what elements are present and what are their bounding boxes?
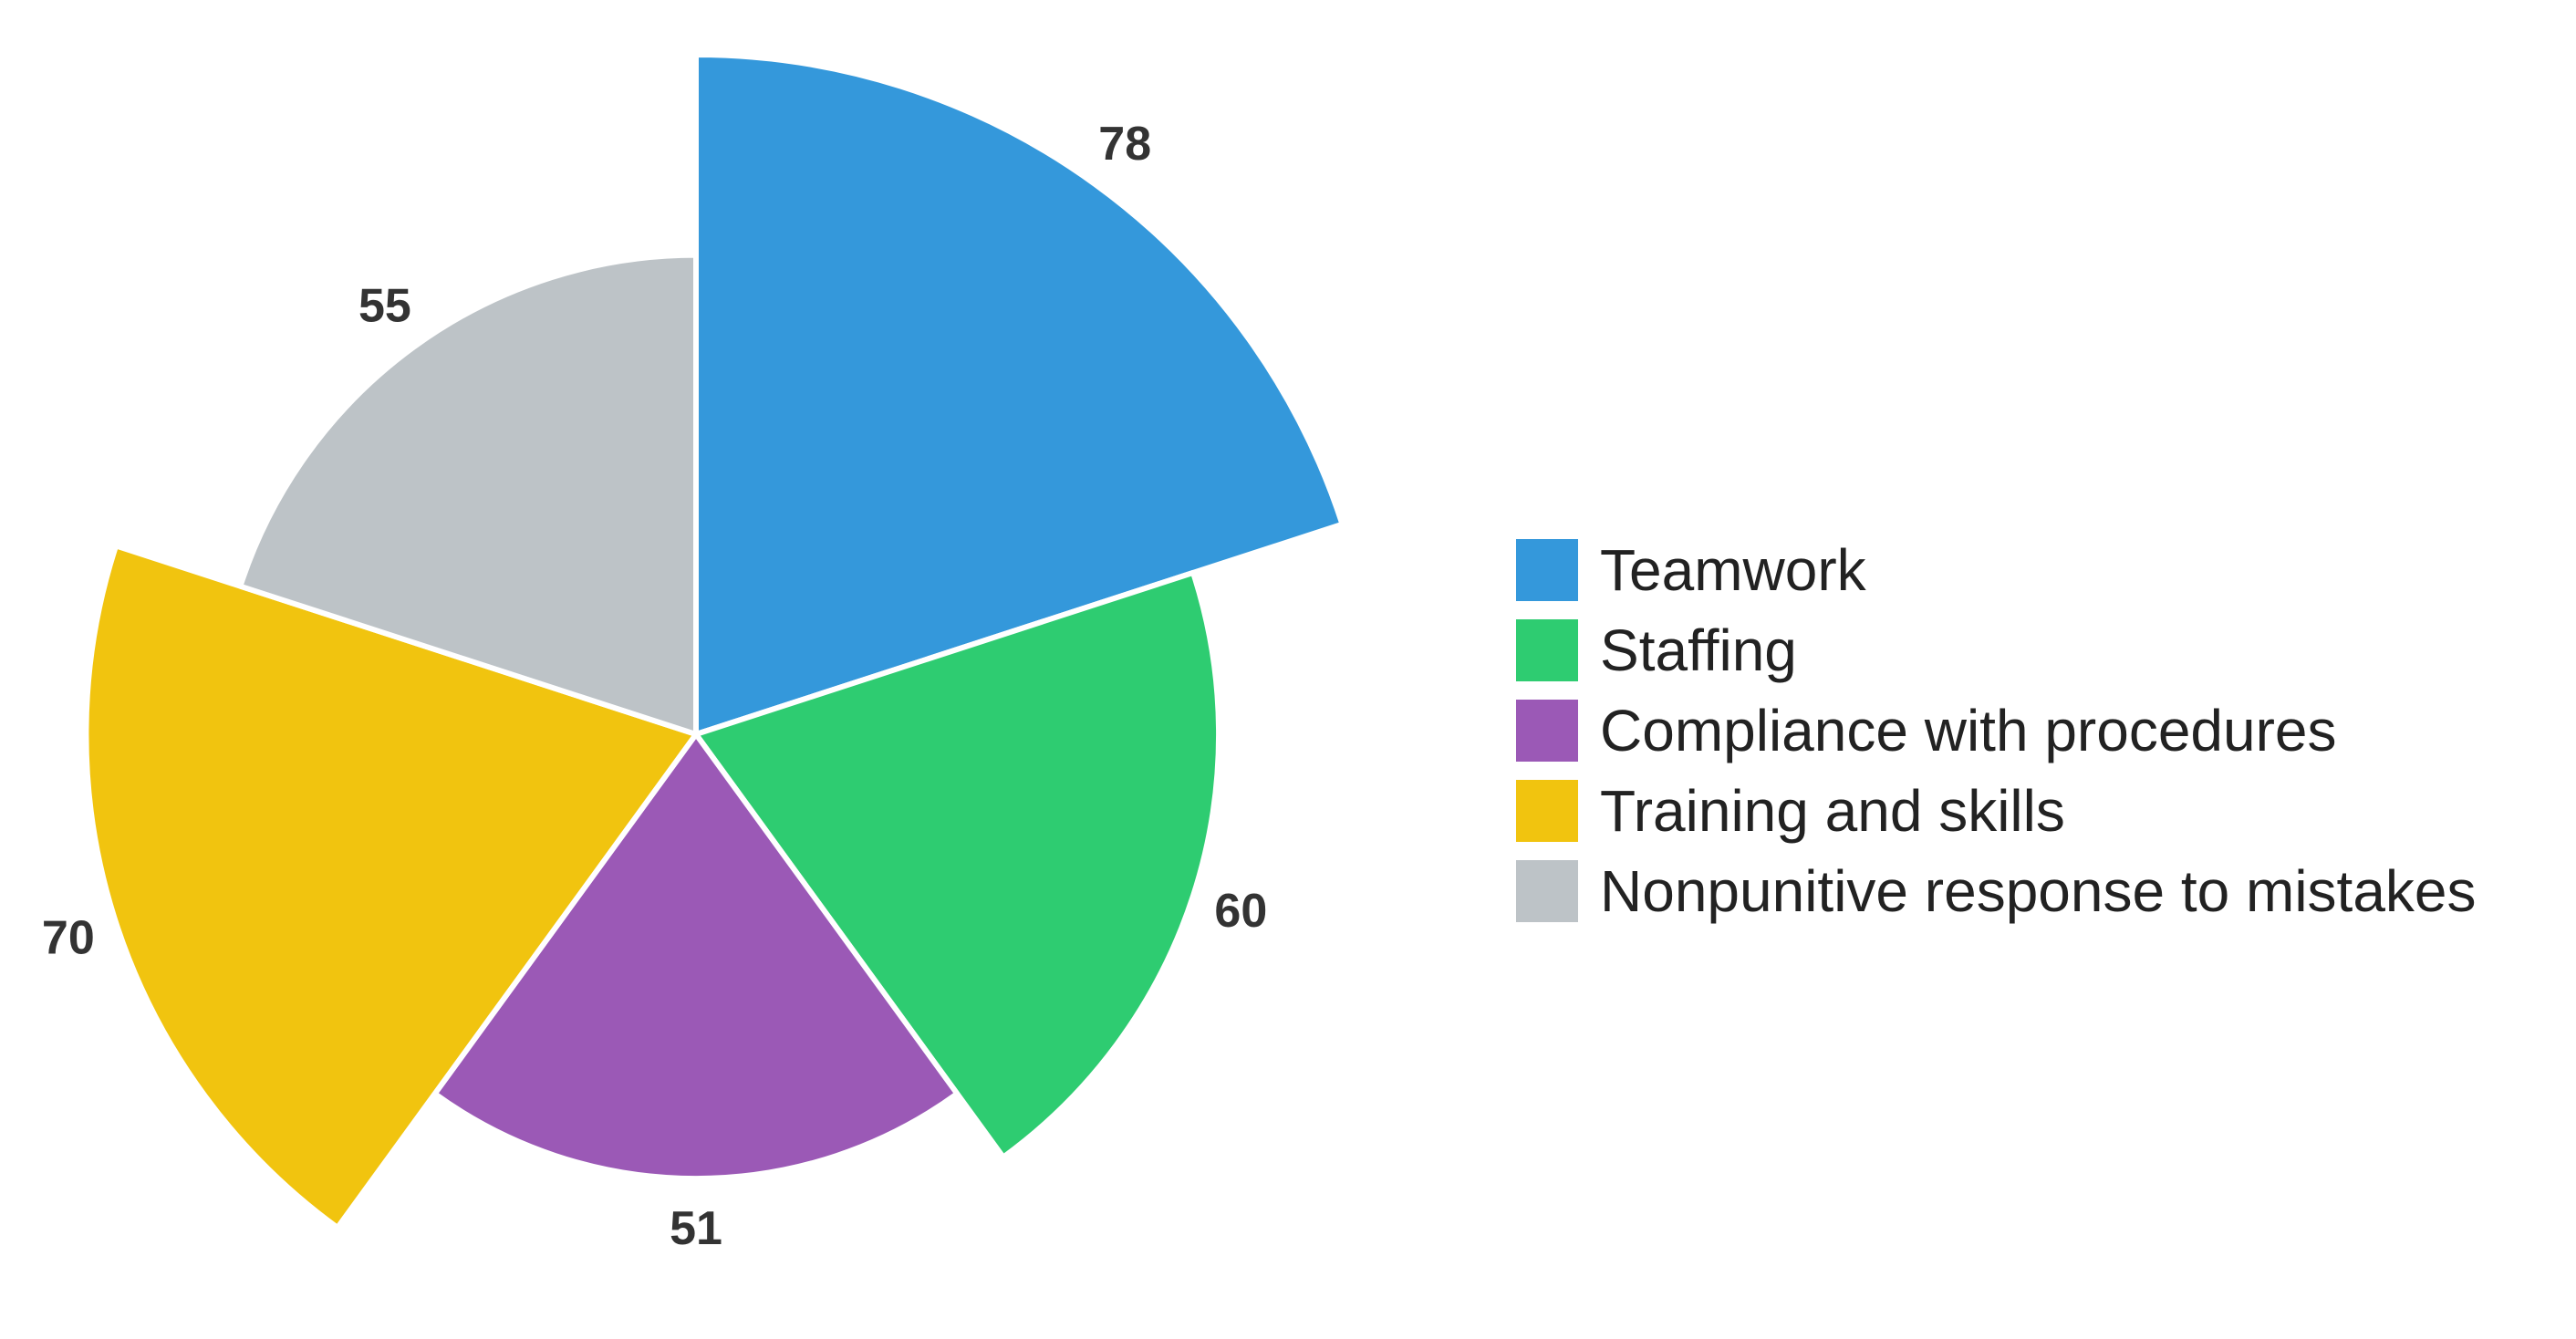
chart-slices xyxy=(83,52,1345,1230)
legend-swatch-training xyxy=(1516,780,1578,842)
chart-plot-area: 78 60 51 70 55 xyxy=(41,52,1345,1256)
data-label-teamwork: 78 xyxy=(1098,118,1151,171)
data-label-training: 70 xyxy=(42,912,95,965)
legend-label-nonpunitive: Nonpunitive response to mistakes xyxy=(1600,858,2477,924)
legend-label-staffing: Staffing xyxy=(1600,618,1797,683)
legend-item-staffing[interactable]: Staffing xyxy=(1516,618,2477,683)
data-label-compliance: 51 xyxy=(670,1202,722,1255)
legend-swatch-nonpunitive xyxy=(1516,860,1578,922)
legend-swatch-staffing xyxy=(1516,619,1578,681)
legend-label-teamwork: Teamwork xyxy=(1600,537,1866,603)
slice-training[interactable] xyxy=(83,543,699,1230)
data-label-nonpunitive: 55 xyxy=(358,280,411,333)
legend-item-nonpunitive[interactable]: Nonpunitive response to mistakes xyxy=(1516,858,2477,924)
slice-compliance[interactable] xyxy=(431,732,961,1182)
slice-nonpunitive[interactable] xyxy=(237,252,699,737)
legend-swatch-teamwork xyxy=(1516,539,1578,601)
slice-teamwork[interactable] xyxy=(693,52,1345,737)
data-label-staffing: 60 xyxy=(1214,885,1267,938)
chart-data-labels: 78 60 51 70 55 xyxy=(42,118,1267,1255)
legend-label-compliance: Compliance with procedures xyxy=(1600,698,2337,763)
legend-swatch-compliance xyxy=(1516,700,1578,762)
legend-item-training[interactable]: Training and skills xyxy=(1516,778,2477,844)
legend-label-training: Training and skills xyxy=(1600,778,2065,844)
legend-item-compliance[interactable]: Compliance with procedures xyxy=(1516,698,2477,763)
slice-staffing[interactable] xyxy=(693,569,1222,1160)
legend-item-teamwork[interactable]: Teamwork xyxy=(1516,537,2477,603)
chart-legend: Teamwork Staffing Compliance with proced… xyxy=(1516,537,2477,924)
